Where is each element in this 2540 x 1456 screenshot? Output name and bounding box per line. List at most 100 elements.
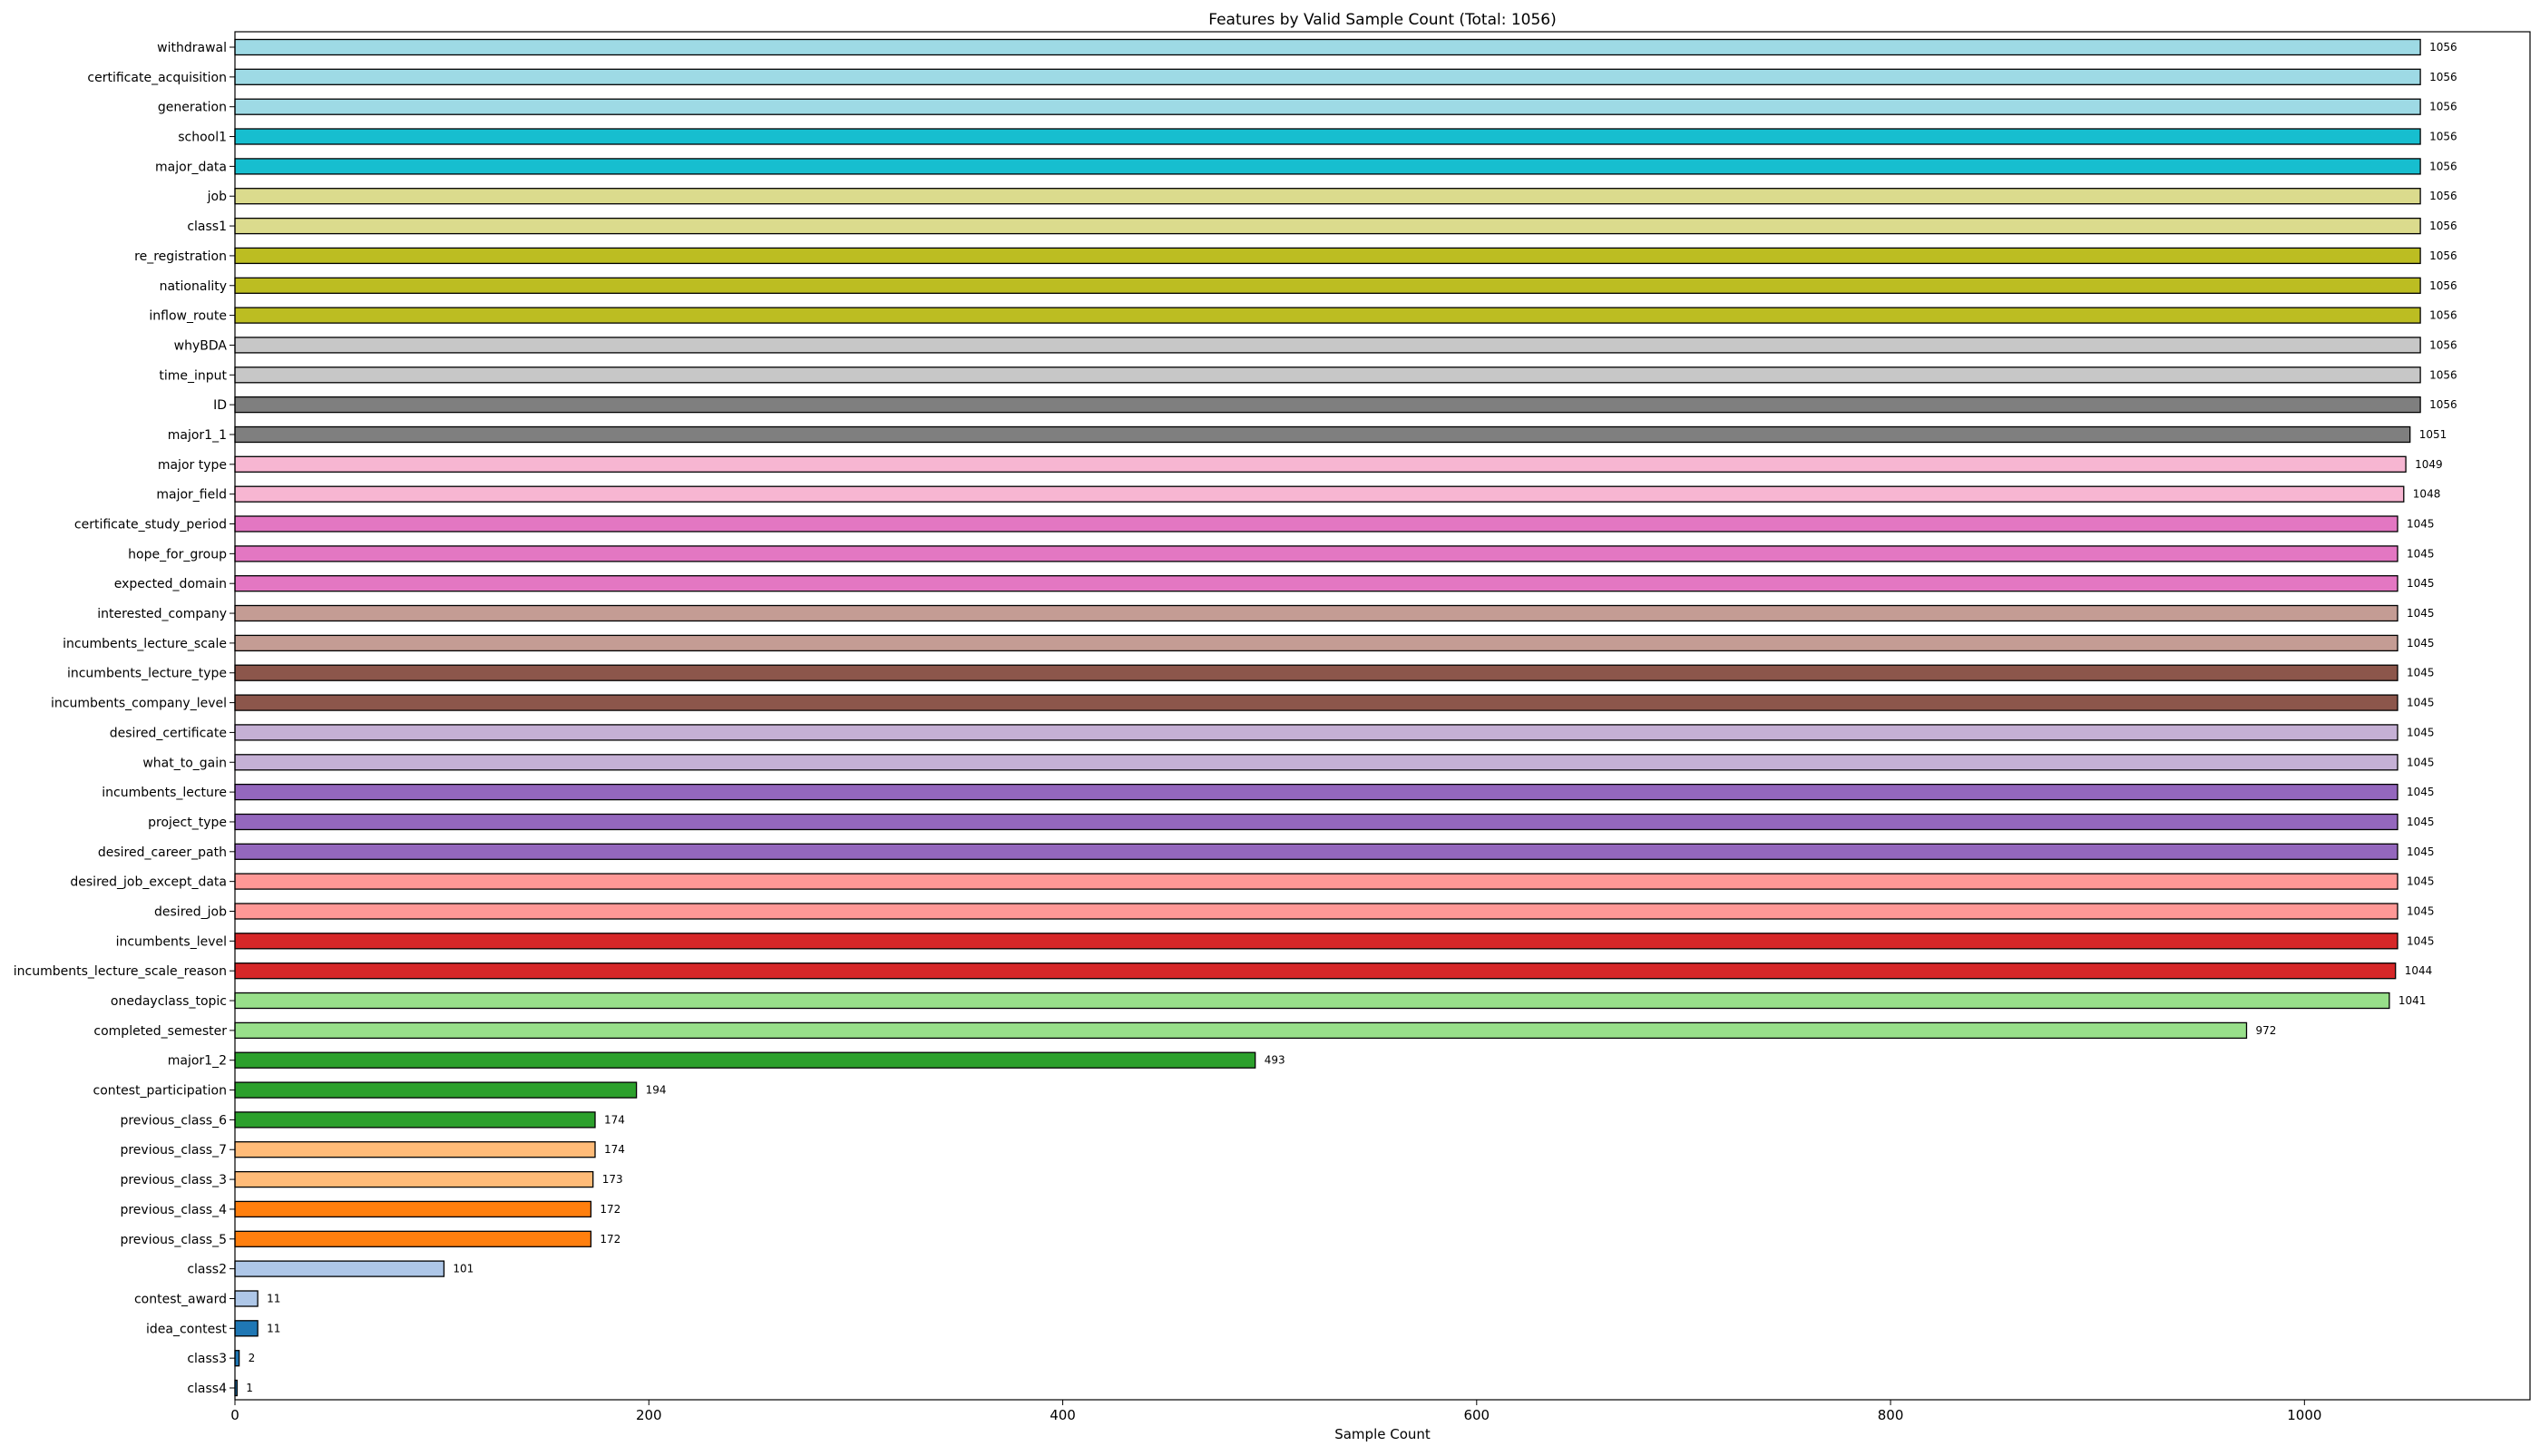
- category-label: class2: [187, 1263, 227, 1277]
- value-label: 1056: [2429, 190, 2457, 202]
- category-label: job: [207, 190, 227, 204]
- value-label: 1045: [2407, 875, 2435, 888]
- value-label: 1056: [2429, 309, 2457, 322]
- value-label: 972: [2256, 1024, 2277, 1037]
- value-label: 1045: [2407, 904, 2435, 917]
- value-label: 174: [604, 1113, 625, 1126]
- value-label: 172: [600, 1233, 620, 1246]
- bar-class3: [234, 1350, 240, 1367]
- bar-certificate_study_period: [234, 515, 2398, 533]
- category-label: major type: [158, 458, 227, 473]
- category-label: re_registration: [134, 249, 227, 264]
- value-label: 1056: [2429, 279, 2457, 292]
- x-tick-label: 1000: [2287, 1407, 2321, 1423]
- category-label: certificate_acquisition: [87, 71, 227, 85]
- bar-school1: [234, 128, 2421, 145]
- bar-what_to_gain: [234, 754, 2398, 771]
- value-label: 101: [453, 1263, 474, 1275]
- x-tick-label: 200: [636, 1407, 662, 1423]
- bar-incumbents_lecture_type: [234, 664, 2398, 681]
- value-label: 1056: [2429, 368, 2457, 381]
- x-ticks-layer: 0 200 400 600 800 1000: [230, 1400, 2321, 1423]
- bar-previous_class_7: [234, 1141, 596, 1158]
- value-label: 1045: [2407, 667, 2435, 679]
- bar-hope_for_group: [234, 545, 2398, 562]
- category-label: contest_participation: [93, 1084, 228, 1099]
- value-label: 1056: [2429, 398, 2457, 411]
- bar-withdrawal: [234, 38, 2421, 56]
- bar-previous_class_6: [234, 1111, 596, 1129]
- value-label: 1: [246, 1382, 253, 1394]
- category-label: ID: [213, 398, 227, 413]
- value-label: 11: [267, 1292, 280, 1305]
- category-label: what_to_gain: [142, 756, 227, 770]
- bar-previous_class_4: [234, 1200, 592, 1218]
- category-label: major_field: [156, 488, 227, 503]
- category-label: class4: [187, 1382, 227, 1396]
- bars-layer: withdrawal 1056 certificate_acquisition 105…: [14, 38, 2457, 1397]
- category-label: previous_class_4: [120, 1203, 227, 1217]
- category-label: previous_class_3: [120, 1173, 227, 1187]
- category-label: incumbents_lecture: [102, 786, 227, 800]
- chart-title: Features by Valid Sample Count (Total: 1…: [1208, 11, 1557, 29]
- category-label: hope_for_group: [128, 547, 227, 562]
- category-label: major_data: [155, 160, 227, 174]
- value-label: 1045: [2407, 816, 2435, 828]
- category-label: class3: [187, 1352, 227, 1366]
- bar-re_registration: [234, 247, 2421, 265]
- bar-generation: [234, 98, 2421, 115]
- bar-whyBDA: [234, 337, 2421, 354]
- category-label: desired_job: [154, 904, 227, 919]
- bar-desired_career_path: [234, 843, 2398, 860]
- value-label: 1056: [2429, 101, 2457, 113]
- category-label: incumbents_level: [116, 934, 227, 949]
- value-label: 1048: [2413, 488, 2441, 501]
- category-label: incumbents_company_level: [51, 697, 227, 711]
- value-label: 1045: [2407, 637, 2435, 650]
- value-label: 1045: [2407, 697, 2435, 709]
- x-tick-label: 600: [1463, 1407, 1490, 1423]
- value-label: 1045: [2407, 786, 2435, 798]
- bar-previous_class_5: [234, 1230, 592, 1247]
- category-label: school1: [178, 131, 227, 145]
- bar-project_type: [234, 813, 2398, 831]
- category-label: previous_class_6: [120, 1113, 227, 1128]
- bar-incumbents_lecture_scale_reason: [234, 963, 2397, 980]
- bar-onedayclass_topic: [234, 992, 2390, 1010]
- category-label: project_type: [148, 816, 227, 830]
- value-label: 1056: [2429, 131, 2457, 143]
- value-label: 1044: [2405, 964, 2433, 977]
- bar-class1: [234, 217, 2421, 235]
- plot-frame: [234, 31, 2531, 1401]
- category-label: completed_semester: [93, 1024, 227, 1039]
- bar-time_input: [234, 366, 2421, 384]
- category-label: major1_2: [168, 1054, 227, 1069]
- bar-major-type: [234, 455, 2407, 473]
- bar-interested_company: [234, 604, 2398, 622]
- value-label: 1045: [2407, 845, 2435, 858]
- category-label: expected_domain: [114, 577, 227, 591]
- category-label: desired_career_path: [98, 845, 227, 860]
- bar-desired_job_except_data: [234, 873, 2398, 890]
- bar-incumbents_lecture_scale: [234, 634, 2398, 652]
- bar-incumbents_level: [234, 933, 2398, 950]
- value-label: 1051: [2419, 428, 2447, 441]
- category-label: inflow_route: [149, 309, 227, 324]
- category-label: contest_award: [134, 1292, 227, 1306]
- bar-contest_award: [234, 1290, 259, 1307]
- value-label: 1056: [2429, 338, 2457, 351]
- value-label: 194: [646, 1084, 667, 1097]
- bar-class2: [234, 1260, 445, 1277]
- bar-expected_domain: [234, 575, 2398, 592]
- value-label: 1056: [2429, 160, 2457, 172]
- value-label: 174: [604, 1143, 625, 1156]
- category-label: major1_1: [168, 428, 227, 443]
- category-label: withdrawal: [157, 41, 227, 55]
- value-label: 173: [602, 1173, 623, 1186]
- bar-desired_certificate: [234, 724, 2398, 741]
- value-label: 1045: [2407, 577, 2435, 590]
- category-label: class1: [187, 220, 227, 234]
- bar-incumbents_lecture: [234, 783, 2398, 801]
- x-tick-label: 0: [230, 1407, 239, 1423]
